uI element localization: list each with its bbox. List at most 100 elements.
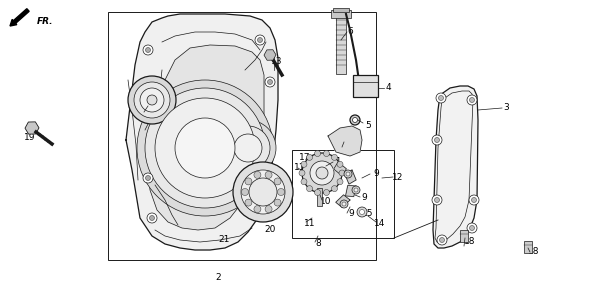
Polygon shape — [346, 185, 356, 197]
Polygon shape — [148, 45, 264, 230]
Circle shape — [220, 120, 276, 176]
Circle shape — [175, 118, 235, 178]
Circle shape — [344, 170, 352, 178]
Circle shape — [337, 179, 343, 185]
Circle shape — [254, 206, 261, 213]
Circle shape — [140, 88, 164, 112]
Circle shape — [266, 197, 270, 203]
Bar — [331, 10, 351, 18]
Circle shape — [359, 209, 365, 215]
Circle shape — [277, 188, 284, 196]
Circle shape — [241, 188, 248, 196]
Text: 2: 2 — [215, 274, 221, 283]
Circle shape — [241, 170, 285, 214]
Text: 10: 10 — [320, 197, 332, 206]
Bar — [336, 14, 346, 74]
Text: 15: 15 — [362, 209, 373, 219]
Circle shape — [146, 175, 150, 181]
Circle shape — [137, 80, 273, 216]
Circle shape — [469, 195, 479, 205]
Text: 5: 5 — [365, 120, 371, 129]
Circle shape — [234, 134, 262, 162]
Circle shape — [245, 199, 252, 206]
Text: FR.: FR. — [37, 17, 54, 26]
Circle shape — [257, 38, 263, 42]
Circle shape — [134, 82, 170, 118]
Text: 11: 11 — [304, 219, 316, 228]
Circle shape — [342, 202, 346, 206]
Polygon shape — [345, 170, 356, 184]
Circle shape — [332, 186, 337, 192]
Circle shape — [467, 95, 477, 105]
Circle shape — [352, 186, 360, 194]
Bar — [333, 8, 349, 12]
Bar — [108, 12, 376, 260]
Text: 4: 4 — [385, 83, 391, 92]
Circle shape — [302, 153, 342, 193]
Text: 7: 7 — [342, 144, 348, 153]
Circle shape — [434, 197, 440, 203]
Polygon shape — [433, 86, 478, 248]
Polygon shape — [328, 126, 362, 156]
Circle shape — [350, 115, 360, 125]
Circle shape — [245, 178, 252, 185]
Circle shape — [323, 190, 329, 195]
Text: 18: 18 — [528, 247, 540, 256]
Circle shape — [301, 161, 307, 167]
Circle shape — [274, 178, 281, 185]
Text: 3: 3 — [503, 104, 509, 113]
Circle shape — [143, 173, 153, 183]
Circle shape — [440, 237, 444, 243]
Circle shape — [316, 167, 328, 179]
FancyArrow shape — [10, 9, 29, 26]
Text: 20: 20 — [264, 225, 276, 234]
Bar — [524, 241, 532, 253]
Text: 17: 17 — [299, 154, 311, 163]
Circle shape — [307, 154, 313, 160]
Circle shape — [434, 138, 440, 142]
Circle shape — [438, 95, 444, 101]
Circle shape — [274, 199, 281, 206]
Circle shape — [337, 161, 343, 167]
Text: 21: 21 — [218, 235, 230, 244]
Circle shape — [339, 170, 345, 176]
Circle shape — [265, 206, 272, 213]
Circle shape — [226, 126, 270, 170]
Circle shape — [265, 77, 275, 87]
Circle shape — [310, 161, 334, 185]
Circle shape — [471, 197, 477, 203]
Circle shape — [146, 48, 150, 52]
Polygon shape — [334, 162, 346, 176]
Circle shape — [470, 98, 474, 103]
Circle shape — [314, 150, 320, 157]
Bar — [353, 75, 378, 97]
Text: 6: 6 — [347, 27, 353, 36]
Circle shape — [299, 170, 305, 176]
Circle shape — [147, 95, 157, 105]
Polygon shape — [126, 14, 278, 250]
Circle shape — [323, 150, 329, 157]
Circle shape — [432, 135, 442, 145]
Text: 11: 11 — [331, 157, 343, 166]
Circle shape — [467, 223, 477, 233]
Circle shape — [437, 235, 447, 245]
Circle shape — [149, 216, 155, 221]
Text: 9: 9 — [348, 209, 354, 219]
Polygon shape — [336, 195, 350, 207]
Circle shape — [143, 45, 153, 55]
Circle shape — [265, 171, 272, 178]
Bar — [317, 188, 322, 206]
Circle shape — [470, 225, 474, 231]
Circle shape — [155, 98, 255, 198]
Text: 12: 12 — [392, 173, 404, 182]
Bar — [292, 150, 394, 238]
Circle shape — [128, 76, 176, 124]
Circle shape — [301, 179, 307, 185]
Circle shape — [340, 200, 348, 208]
Circle shape — [145, 88, 265, 208]
Circle shape — [432, 195, 442, 205]
Text: 13: 13 — [271, 57, 283, 67]
Circle shape — [267, 79, 273, 85]
Text: 14: 14 — [374, 219, 386, 228]
Circle shape — [147, 213, 157, 223]
